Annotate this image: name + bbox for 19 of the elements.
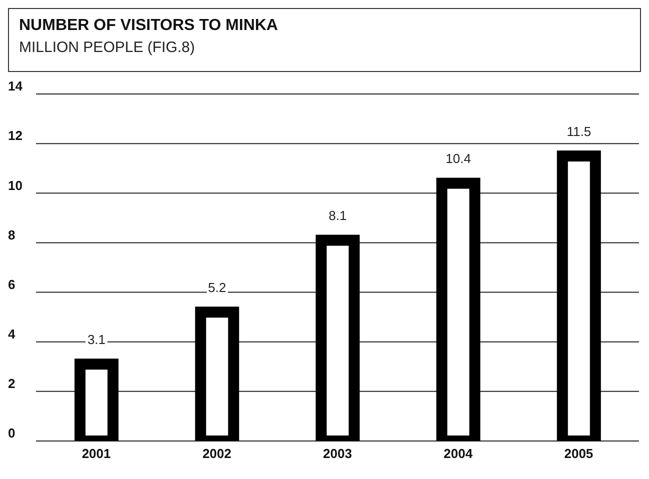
x-tick-label: 2001 xyxy=(82,446,111,462)
data-label: 8.1 xyxy=(328,208,347,224)
y-tick-label: 8 xyxy=(8,227,16,242)
x-tick-label: 2005 xyxy=(564,446,594,462)
y-tick-label: 12 xyxy=(8,128,22,144)
chart-title: NUMBER OF VISITORS TO MINKA xyxy=(19,17,279,35)
y-tick-label: 0 xyxy=(8,426,16,441)
y-tick-label: 14 xyxy=(8,78,24,94)
y-tick-label: 2 xyxy=(8,376,16,392)
chart-subtitle: MILLION PEOPLE (FIG.8) xyxy=(19,39,196,56)
data-label: 5.2 xyxy=(208,280,226,296)
data-label: 11.5 xyxy=(566,124,592,139)
data-label: 10.4 xyxy=(446,151,471,166)
y-tick-label: 4 xyxy=(8,326,16,342)
x-tick-label: 2002 xyxy=(202,446,232,462)
x-tick-label: 2004 xyxy=(444,446,474,462)
x-tick-label: 2003 xyxy=(323,446,352,462)
y-tick-label: 10 xyxy=(8,178,22,193)
y-tick-label: 6 xyxy=(8,276,16,292)
